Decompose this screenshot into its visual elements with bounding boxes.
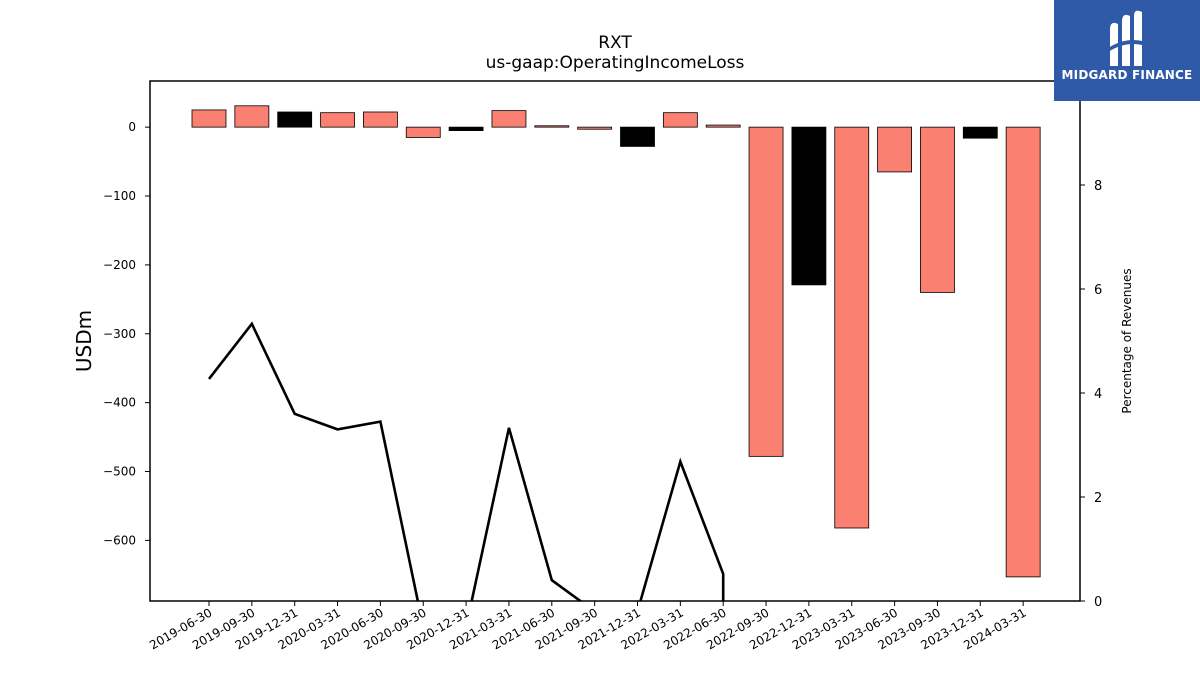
brand-logo: MIDGARD FINANCE xyxy=(1054,0,1200,101)
y2-tick-label: 4 xyxy=(1094,387,1102,402)
bar-2024-03-31 xyxy=(1005,126,1041,578)
bar-2023-09-30 xyxy=(920,126,955,293)
y-tick-label: −400 xyxy=(103,396,136,410)
bar-2021-06-30 xyxy=(534,125,570,128)
right-y-axis: 0246810 xyxy=(1080,75,1111,610)
y-tick-label: −500 xyxy=(103,465,136,479)
y-tick-label: −600 xyxy=(103,533,136,547)
bar-2022-06-30 xyxy=(705,124,741,128)
y2-tick-label: 0 xyxy=(1094,595,1102,610)
bar-2020-06-30 xyxy=(362,111,398,128)
bar-2021-03-31 xyxy=(491,110,527,128)
bar-2020-09-30 xyxy=(405,126,441,138)
bar-2021-09-30 xyxy=(577,126,613,130)
y-tick-label: 0 xyxy=(128,120,136,134)
y-axis-label: USDm xyxy=(72,310,96,372)
left-y-axis: 0 −100 −200 −300 −400 −500 −600 xyxy=(103,120,150,547)
y2-tick-label: 8 xyxy=(1094,179,1102,194)
y2-tick-label: 2 xyxy=(1094,491,1102,506)
bar-2023-03-31 xyxy=(834,126,870,529)
y2-tick-label: 6 xyxy=(1094,283,1102,298)
bar-2023-06-30 xyxy=(877,126,912,173)
bar-series xyxy=(191,105,1041,578)
plot-frame xyxy=(149,80,1081,602)
y-tick-label: −200 xyxy=(103,258,136,272)
line-series xyxy=(207,321,725,601)
bar-2022-09-30 xyxy=(748,126,784,457)
y-tick-label: −300 xyxy=(103,327,136,341)
logo-mark-icon xyxy=(1108,10,1146,67)
bar-2019-12-31 xyxy=(277,111,313,128)
y-tick-label: −100 xyxy=(103,189,136,203)
bar-2022-12-31 xyxy=(791,126,827,286)
logo-text: MIDGARD FINANCE xyxy=(1061,68,1193,82)
chart-title: RXT xyxy=(598,33,632,53)
x-axis: 2019-06-302019-09-302019-12-312020-03-31… xyxy=(147,601,1029,652)
bar-2022-03-31 xyxy=(662,112,698,128)
bar-2019-06-30 xyxy=(191,109,227,128)
y2-axis-label: Percentage of Revenues xyxy=(1120,268,1134,413)
bar-2020-03-31 xyxy=(320,112,355,128)
chart-subtitle: us-gaap:OperatingIncomeLoss xyxy=(486,53,745,73)
bar-2023-12-31 xyxy=(962,126,998,139)
bar-2021-12-31 xyxy=(620,126,655,147)
bar-2020-12-31 xyxy=(448,126,484,131)
percentage-line xyxy=(207,321,725,601)
bar-2019-09-30 xyxy=(234,105,270,128)
